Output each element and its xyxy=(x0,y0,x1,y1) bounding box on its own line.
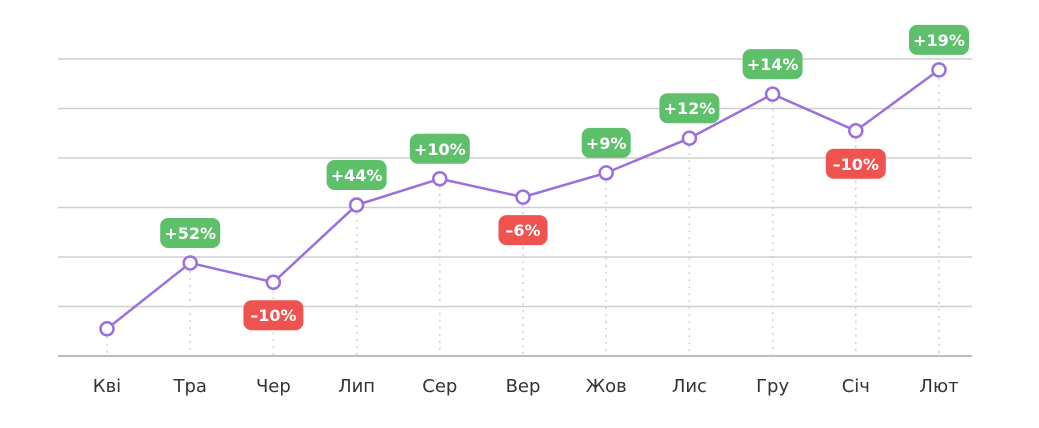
x-tick-label: Сер xyxy=(422,376,457,397)
data-point xyxy=(515,189,531,205)
positive-change-badge: +52% xyxy=(160,217,221,248)
badge-background xyxy=(742,49,803,80)
data-point xyxy=(681,130,698,146)
data-point xyxy=(432,171,448,187)
data-point xyxy=(848,123,864,139)
badge-background xyxy=(581,127,631,158)
badge-background xyxy=(498,215,548,246)
data-point xyxy=(598,165,614,181)
negative-change-badge: –10% xyxy=(243,300,304,331)
x-tick-label: Кві xyxy=(93,376,121,397)
data-label: +12% xyxy=(664,99,716,118)
data-point xyxy=(99,321,115,337)
data-label: –10% xyxy=(250,306,296,325)
x-tick-label: Гру xyxy=(756,376,789,397)
negative-change-badge: –10% xyxy=(825,148,886,179)
positive-change-badge: +12% xyxy=(659,93,720,124)
x-tick-label: Жов xyxy=(586,376,627,397)
x-tick-label: Лип xyxy=(338,376,375,397)
x-tick-label: Січ xyxy=(842,376,870,397)
badge-background xyxy=(243,300,304,331)
data-label: +19% xyxy=(913,31,965,50)
x-tick-label: Лис xyxy=(672,376,707,397)
data-point xyxy=(182,255,198,271)
badge-background xyxy=(659,93,720,124)
positive-change-badge: +19% xyxy=(909,24,969,55)
x-tick-label: Тра xyxy=(172,376,206,397)
data-label: –6% xyxy=(505,221,540,240)
data-point xyxy=(764,86,781,102)
badge-background xyxy=(409,133,470,164)
positive-change-badge: +10% xyxy=(409,133,470,164)
data-label: +9% xyxy=(586,134,627,153)
badge-background xyxy=(326,160,387,191)
badge-background xyxy=(909,24,969,55)
badge-background xyxy=(160,217,221,248)
data-label: –10% xyxy=(833,155,879,174)
x-tick-label: Чер xyxy=(256,376,291,397)
data-label: +52% xyxy=(164,224,216,243)
data-point xyxy=(265,274,282,290)
data-label: +10% xyxy=(414,140,466,159)
x-tick-label: Вер xyxy=(506,376,541,397)
positive-change-badge: +9% xyxy=(581,127,631,158)
x-tick-label: Лют xyxy=(919,376,958,397)
data-label: +14% xyxy=(747,55,799,74)
negative-change-badge: –6% xyxy=(498,215,548,246)
data-label: +44% xyxy=(331,166,383,185)
data-point xyxy=(348,197,365,213)
positive-change-badge: +14% xyxy=(742,49,803,80)
data-point xyxy=(931,62,947,78)
badge-background xyxy=(825,148,886,179)
positive-change-badge: +44% xyxy=(326,160,387,191)
